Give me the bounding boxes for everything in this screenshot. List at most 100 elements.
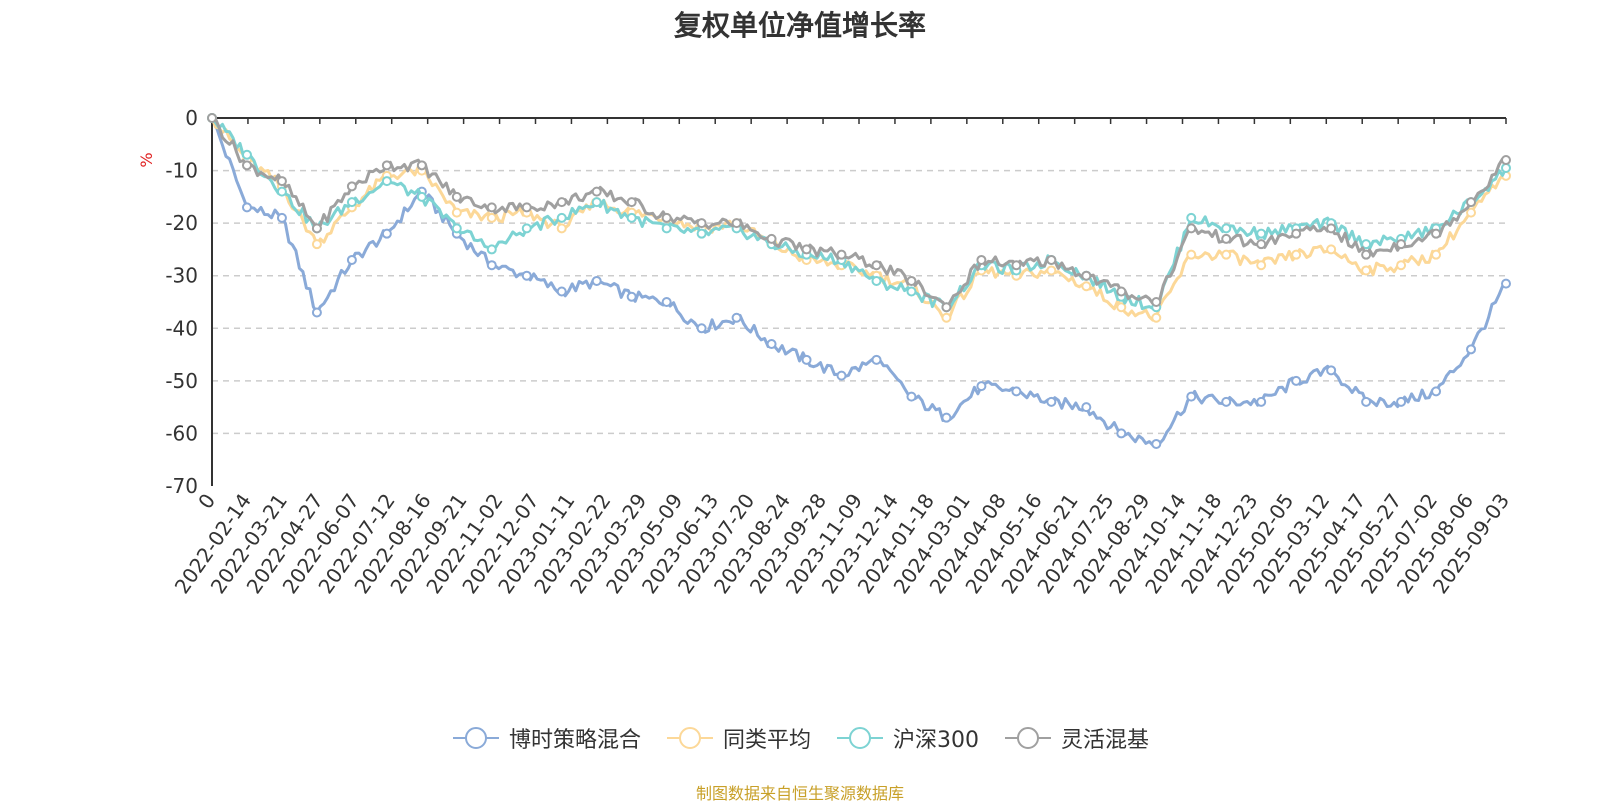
data-point[interactable] (766, 339, 777, 350)
data-point[interactable] (1186, 212, 1197, 223)
data-point[interactable] (1361, 249, 1372, 260)
data-point[interactable] (346, 254, 357, 265)
data-point[interactable] (976, 254, 987, 265)
data-point[interactable] (346, 197, 357, 208)
data-point[interactable] (906, 275, 917, 286)
data-point[interactable] (1256, 396, 1267, 407)
data-point[interactable] (1081, 281, 1092, 292)
data-point[interactable] (696, 323, 707, 334)
data-point[interactable] (1186, 223, 1197, 234)
data-point[interactable] (556, 223, 567, 234)
data-point[interactable] (1466, 197, 1477, 208)
data-point[interactable] (836, 370, 847, 381)
data-point[interactable] (1221, 396, 1232, 407)
data-point[interactable] (486, 244, 497, 255)
data-point[interactable] (1326, 365, 1337, 376)
data-point[interactable] (1116, 302, 1127, 313)
data-point[interactable] (1256, 228, 1267, 239)
data-point[interactable] (1046, 396, 1057, 407)
legend-item[interactable]: 沪深300 (835, 722, 979, 754)
data-point[interactable] (1501, 162, 1511, 173)
data-point[interactable] (416, 191, 427, 202)
data-point[interactable] (801, 244, 812, 255)
data-point[interactable] (1501, 155, 1511, 166)
data-point[interactable] (276, 176, 287, 187)
data-point[interactable] (626, 291, 637, 302)
data-point[interactable] (276, 212, 287, 223)
data-point[interactable] (1291, 375, 1302, 386)
data-point[interactable] (381, 228, 392, 239)
data-point[interactable] (241, 202, 252, 213)
data-point[interactable] (661, 297, 672, 307)
data-point[interactable] (1396, 396, 1407, 407)
data-point[interactable] (207, 113, 217, 123)
data-point[interactable] (871, 260, 882, 271)
data-point[interactable] (521, 223, 532, 234)
data-point[interactable] (381, 160, 392, 171)
data-point[interactable] (696, 218, 707, 229)
data-point[interactable] (661, 212, 672, 223)
data-point[interactable] (556, 212, 567, 223)
data-point[interactable] (486, 260, 497, 271)
data-point[interactable] (311, 307, 322, 318)
data-point[interactable] (1221, 233, 1232, 244)
legend-item[interactable]: 灵活混基 (1003, 722, 1149, 754)
data-point[interactable] (1116, 428, 1127, 439)
data-point[interactable] (1186, 391, 1197, 402)
data-point[interactable] (1466, 344, 1477, 355)
data-point[interactable] (416, 160, 427, 171)
data-point[interactable] (1221, 223, 1232, 234)
data-point[interactable] (1011, 386, 1022, 397)
data-point[interactable] (1221, 249, 1232, 260)
data-point[interactable] (1046, 254, 1057, 265)
data-point[interactable] (346, 181, 357, 192)
data-point[interactable] (311, 223, 322, 234)
data-point[interactable] (696, 228, 707, 239)
data-point[interactable] (1396, 239, 1407, 250)
data-point[interactable] (521, 270, 532, 281)
data-point[interactable] (241, 149, 252, 160)
data-point[interactable] (1501, 278, 1511, 289)
data-point[interactable] (1361, 396, 1372, 407)
data-point[interactable] (1151, 297, 1162, 307)
data-point[interactable] (766, 233, 777, 244)
data-point[interactable] (1431, 249, 1442, 260)
data-point[interactable] (486, 212, 497, 223)
data-point[interactable] (311, 239, 322, 250)
data-point[interactable] (836, 249, 847, 260)
data-point[interactable] (1151, 438, 1162, 449)
data-point[interactable] (1151, 312, 1162, 323)
data-point[interactable] (1361, 265, 1372, 276)
data-point[interactable] (626, 197, 637, 208)
legend-item[interactable]: 博时策略混合 (451, 722, 641, 754)
data-point[interactable] (1396, 260, 1407, 271)
data-point[interactable] (1291, 228, 1302, 239)
data-point[interactable] (556, 197, 567, 208)
data-point[interactable] (1326, 244, 1337, 255)
data-point[interactable] (521, 202, 532, 213)
data-point[interactable] (1361, 239, 1372, 250)
data-point[interactable] (556, 286, 567, 297)
data-point[interactable] (1081, 402, 1092, 413)
data-point[interactable] (1466, 207, 1477, 218)
data-point[interactable] (591, 186, 602, 197)
data-point[interactable] (486, 202, 497, 213)
data-point[interactable] (451, 223, 462, 234)
data-point[interactable] (976, 381, 987, 392)
data-point[interactable] (731, 218, 742, 229)
data-point[interactable] (381, 176, 392, 187)
data-point[interactable] (241, 160, 252, 171)
data-point[interactable] (1256, 260, 1267, 271)
data-point[interactable] (276, 186, 287, 197)
data-point[interactable] (451, 207, 462, 218)
legend-item[interactable]: 同类平均 (665, 722, 811, 754)
data-point[interactable] (1186, 249, 1197, 260)
data-point[interactable] (1046, 265, 1057, 276)
data-point[interactable] (1326, 223, 1337, 234)
data-point[interactable] (1431, 386, 1442, 397)
data-point[interactable] (906, 286, 917, 297)
data-point[interactable] (1291, 249, 1302, 260)
data-point[interactable] (731, 312, 742, 323)
data-point[interactable] (941, 412, 952, 423)
data-point[interactable] (1011, 260, 1022, 271)
